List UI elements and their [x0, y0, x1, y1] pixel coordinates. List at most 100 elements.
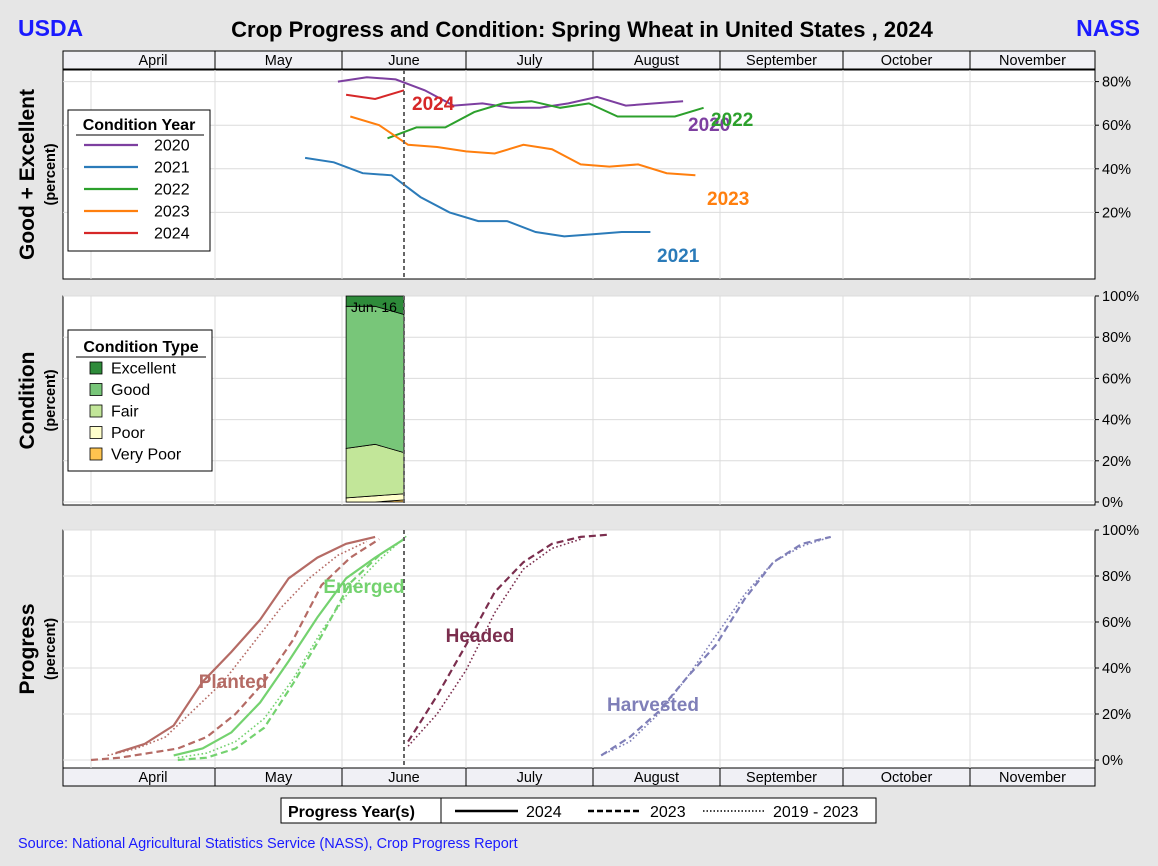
- y-tick-label: 60%: [1102, 371, 1131, 387]
- series-end-label-2024: 2024: [412, 94, 455, 115]
- month-label: July: [517, 770, 544, 786]
- legend-label: Excellent: [111, 361, 176, 378]
- panel-background: [62, 529, 1096, 769]
- month-label: May: [265, 770, 293, 786]
- current-week-annotation: Jun. 16: [351, 299, 397, 315]
- condition-line-2021: [304, 156, 651, 238]
- y-axis-title: Good + Excellent: [16, 89, 39, 260]
- legend-title: Condition Type: [83, 339, 198, 356]
- legend-swatch: [89, 447, 103, 461]
- y-axis-subtitle: (percent): [43, 369, 59, 431]
- legend-box: [280, 797, 877, 824]
- month-label: September: [746, 770, 817, 786]
- series-end-label-2023: 2023: [707, 189, 749, 210]
- condition-line-2020: [337, 76, 684, 109]
- legend-label: 2019 - 2023: [773, 804, 859, 821]
- panel-background: [62, 295, 1096, 506]
- legend-title: Condition Year: [83, 117, 196, 134]
- progress-line-emerged-dotted: [177, 533, 409, 759]
- month-label: September: [746, 53, 817, 69]
- progress-line-emerged-dashed: [177, 554, 380, 762]
- source-note: Source: National Agricultural Statistics…: [18, 836, 518, 852]
- progress-line-planted-solid: [115, 535, 376, 755]
- condition-line-2024: [345, 89, 405, 101]
- y-tick-label: 40%: [1102, 661, 1131, 677]
- condition-year-legend: Condition Year 2020 2021 2022 2023 2024: [67, 109, 211, 252]
- y-tick-label: 80%: [1102, 330, 1131, 346]
- y-tick-label: 20%: [1102, 454, 1131, 470]
- condition-line-2022: [387, 100, 704, 140]
- y-tick-label: 60%: [1102, 615, 1131, 631]
- legend-box: [67, 329, 213, 472]
- y-tick-label: 0%: [1102, 495, 1123, 511]
- legend-label: Fair: [111, 404, 139, 421]
- y-tick-label: 80%: [1102, 75, 1131, 91]
- stage-label-planted: Planted: [199, 672, 268, 693]
- legend-label: 2024: [154, 226, 190, 243]
- panel-condition: 0% 20% 40% 60% 80% 100% Jun. 16 Condition Type E…: [62, 289, 1139, 511]
- legend-label: 2023: [154, 204, 190, 221]
- month-label: July: [517, 53, 544, 69]
- legend-label: Good: [111, 382, 150, 399]
- y-tick-label: 20%: [1102, 205, 1131, 221]
- legend-swatch: [89, 404, 103, 418]
- chart-title: Crop Progress and Condition: Spring Whea…: [231, 17, 933, 42]
- y-axis-subtitle: (percent): [43, 143, 59, 205]
- y-tick-label: 0%: [1102, 753, 1123, 769]
- legend-label: 2023: [650, 804, 686, 821]
- legend-label: Very Poor: [111, 447, 182, 464]
- month-strip-bg: [62, 767, 1096, 787]
- progress-line-planted-dotted: [107, 540, 368, 757]
- month-label: August: [634, 770, 679, 786]
- month-strip-bg: [62, 50, 1096, 70]
- series-end-label-2021: 2021: [657, 246, 700, 267]
- y-tick-label: 60%: [1102, 118, 1131, 134]
- progress-line-headed-dashed: [407, 533, 610, 743]
- condition-type-legend: Condition Type Excellent Good Fair Poor Very …: [67, 329, 213, 472]
- legend-label: Poor: [111, 425, 145, 442]
- nass-logo-text: NASS: [1076, 15, 1140, 41]
- panel-good-excellent: 20%40%60%80%20242020202220232021Conditio…: [62, 69, 1131, 280]
- y-axis-subtitle: (percent): [43, 618, 59, 680]
- y-axis-title: Condition: [16, 352, 39, 450]
- condition-line-2023: [350, 115, 696, 177]
- legend-label: 2024: [526, 804, 562, 821]
- month-strip-top: April May June July August September October No…: [62, 50, 1096, 70]
- stage-label-headed: Headed: [446, 626, 515, 647]
- series-end-label-2020: 2020: [688, 115, 730, 136]
- month-label: August: [634, 53, 679, 69]
- month-label: November: [999, 53, 1066, 69]
- condition-area-excellent: [345, 295, 405, 316]
- month-label: June: [388, 53, 419, 69]
- y-tick-label: 100%: [1102, 289, 1139, 305]
- stage-label-emerged: Emerged: [323, 577, 404, 598]
- series-end-label-2022: 2022: [711, 110, 753, 131]
- legend-swatch: [89, 426, 103, 439]
- progress-line-harvested-dotted: [600, 536, 831, 757]
- legend-swatch: [89, 383, 103, 396]
- y-tick-label: 100%: [1102, 523, 1139, 539]
- progress-line-emerged-solid: [173, 538, 405, 757]
- legend-label: 2022: [154, 182, 190, 199]
- month-label: October: [881, 770, 933, 786]
- y-axis-title: Progress: [16, 603, 39, 694]
- month-label: April: [138, 770, 167, 786]
- panel-progress: 0% 20% 40% 60% 80% 100% Planted Emerged Headed Ha…: [62, 523, 1139, 769]
- month-label: June: [388, 770, 419, 786]
- month-label: October: [881, 53, 933, 69]
- month-label: April: [138, 53, 167, 69]
- legend-label: 2020: [154, 138, 190, 155]
- progress-year-legend: Progress Year(s) 2024 2023 2019 - 2023: [280, 797, 877, 824]
- y-tick-label: 40%: [1102, 413, 1131, 429]
- month-strip-bottom: April May June July August September October No…: [62, 767, 1096, 787]
- y-tick-label: 20%: [1102, 707, 1131, 723]
- progress-line-planted-dashed: [90, 538, 380, 762]
- condition-area-fair: [345, 443, 405, 499]
- legend-box: [67, 109, 211, 252]
- legend-label: 2021: [154, 160, 190, 177]
- legend-title: Progress Year(s): [288, 804, 415, 821]
- legend-swatch: [89, 361, 103, 375]
- usda-logo-text: USDA: [18, 15, 83, 41]
- month-label: May: [265, 53, 293, 69]
